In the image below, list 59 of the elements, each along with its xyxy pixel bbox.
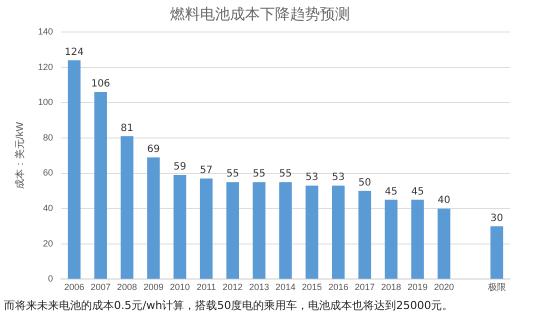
data-label: 55 — [252, 168, 266, 180]
x-tick-label: 2018 — [381, 282, 402, 292]
y-tick-label: 20 — [43, 238, 54, 248]
data-label: 50 — [358, 178, 372, 189]
bar — [332, 186, 345, 279]
x-tick-label: 2008 — [117, 282, 138, 292]
bar — [490, 226, 504, 279]
bar — [411, 200, 424, 279]
x-tick-label: 2009 — [143, 282, 164, 292]
bar — [438, 208, 450, 279]
y-tick-label: 120 — [38, 62, 54, 72]
bar — [120, 136, 134, 279]
bar — [94, 92, 107, 279]
data-label: 40 — [438, 195, 450, 206]
x-tick-label: 2007 — [90, 282, 111, 292]
data-label: 59 — [174, 162, 186, 173]
bar — [147, 157, 160, 279]
data-label: 30 — [490, 212, 504, 224]
x-tick-label: 2016 — [328, 282, 348, 292]
y-tick-label: 80 — [43, 132, 54, 142]
x-tick-label: 2014 — [275, 282, 296, 292]
x-tick-label: 2012 — [222, 282, 243, 292]
x-tick-label: 2015 — [302, 282, 322, 292]
x-tick-label: 2020 — [434, 282, 454, 292]
bar — [306, 186, 318, 279]
x-tick-label: 极限 — [486, 282, 506, 292]
data-label: 106 — [91, 78, 110, 90]
bar — [174, 175, 186, 279]
bar — [252, 182, 266, 279]
data-label: 53 — [332, 172, 345, 184]
data-label: 81 — [120, 122, 134, 134]
x-tick-label: 2019 — [408, 282, 428, 292]
bar — [358, 190, 372, 279]
y-axis-title: 成本：美元/kW — [14, 121, 26, 190]
bar — [200, 178, 213, 279]
data-label: 69 — [147, 144, 160, 155]
bar — [68, 60, 81, 279]
chart-title: 燃料电池成本下降趋势预测 — [170, 4, 350, 23]
data-label: 53 — [306, 172, 318, 184]
data-label: 45 — [411, 186, 424, 198]
y-tick-label: 60 — [43, 168, 54, 178]
x-tick-label: 2013 — [249, 282, 270, 292]
data-label: 45 — [384, 186, 398, 198]
y-tick-label: 100 — [38, 97, 54, 108]
data-label: 55 — [279, 168, 292, 180]
data-label: 57 — [200, 165, 213, 176]
bar — [384, 200, 398, 279]
x-tick-label: 2017 — [354, 282, 375, 292]
data-label: 124 — [64, 46, 84, 58]
y-tick-label: 140 — [38, 26, 54, 36]
x-tick-label: 2010 — [170, 282, 190, 292]
x-tick-label: 2006 — [64, 282, 84, 292]
bar — [226, 182, 240, 279]
y-tick-label: 0 — [48, 274, 54, 284]
y-tick-label: 40 — [43, 203, 54, 214]
bar — [279, 182, 292, 279]
text: 而将来未来电池的成本0.5元/wh计算，搭载50度电的乘用车，电池成本也将达到25000元。 — [4, 298, 454, 313]
data-label: 55 — [226, 168, 240, 180]
x-tick-label: 2011 — [196, 282, 216, 292]
